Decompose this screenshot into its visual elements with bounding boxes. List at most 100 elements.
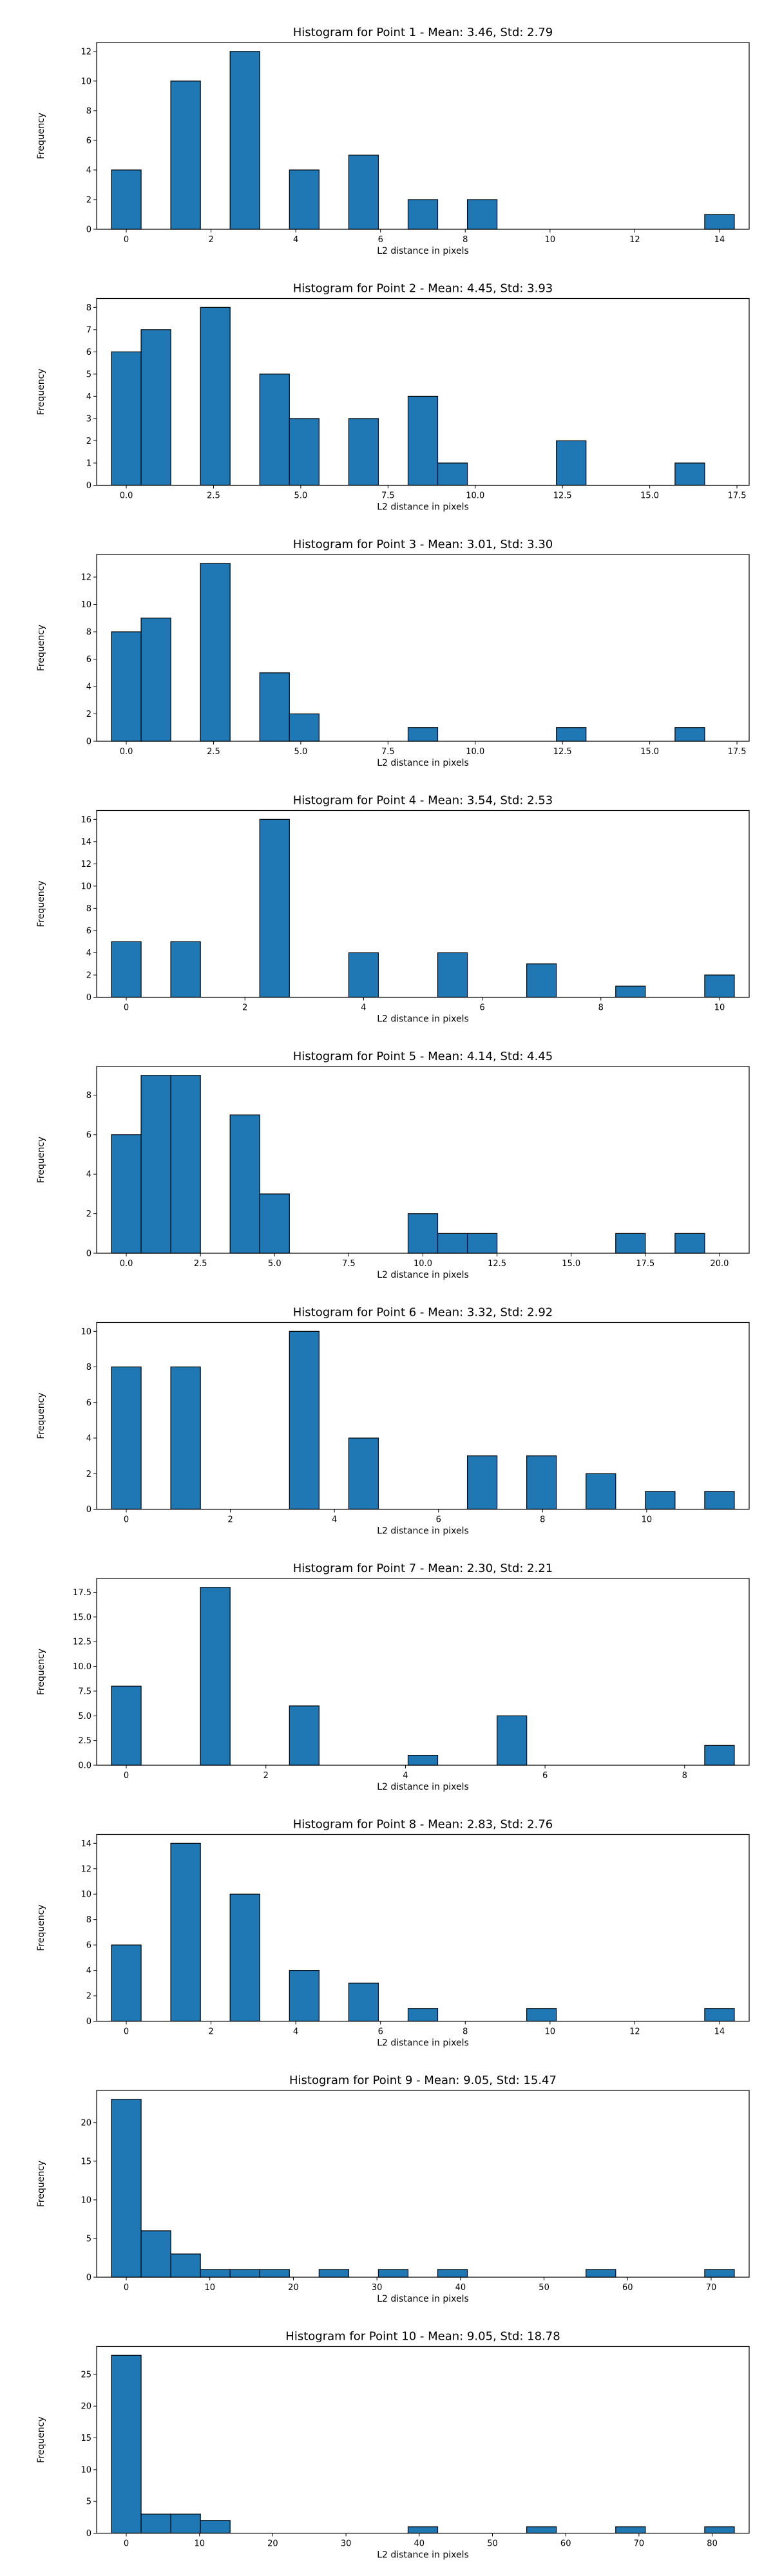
y-tick-label: 15	[81, 2434, 91, 2443]
x-tick-label: 50	[539, 2283, 549, 2293]
y-tick-label: 0	[86, 993, 91, 1003]
y-tick-label: 10	[81, 2195, 91, 2205]
y-tick-label: 14	[81, 837, 91, 847]
x-tick-label: 17.5	[728, 747, 747, 757]
y-tick-label: 10	[81, 600, 91, 610]
histogram-bar	[407, 2008, 439, 2022]
histogram-bar	[111, 631, 142, 742]
x-tick-label: 2.5	[194, 1259, 207, 1269]
plot-frame	[96, 2090, 750, 2278]
x-tick-label: 0	[124, 1771, 129, 1781]
histogram-bar	[140, 2230, 171, 2278]
y-axis-label: Frequency	[36, 368, 46, 415]
chart-title: Histogram for Point 7 - Mean: 2.30, Std:…	[293, 1562, 553, 1575]
y-tick-label: 2	[86, 971, 91, 980]
histogram-bar	[526, 963, 557, 998]
histogram-bar	[526, 1455, 557, 1510]
x-tick-label: 8	[682, 1771, 687, 1781]
x-tick-label: 4	[332, 1515, 337, 1525]
y-tick-label: 2	[86, 195, 91, 205]
histogram-bar	[348, 155, 379, 230]
histogram-bar	[318, 2269, 349, 2278]
x-tick-label: 17.5	[728, 491, 747, 501]
y-tick-label: 4	[86, 683, 91, 692]
histogram-bar	[140, 329, 171, 486]
histogram-bar	[111, 941, 142, 998]
x-tick-label: 6	[378, 235, 383, 245]
x-tick-label: 7.5	[342, 1259, 356, 1269]
histogram-bar	[615, 985, 646, 998]
histogram-bar	[437, 2269, 468, 2278]
histogram-bar	[407, 1755, 439, 1766]
histogram-bar	[289, 1331, 320, 1510]
x-tick-label: 4	[361, 1003, 366, 1013]
histogram-panel-3: Histogram for Point 3 - Mean: 3.01, Std:…	[36, 538, 750, 768]
x-tick-label: 40	[455, 2283, 466, 2293]
y-tick-label: 10	[81, 1327, 91, 1337]
y-tick-label: 8	[86, 1091, 91, 1101]
x-tick-label: 10	[545, 2027, 556, 2037]
histogram-bar	[259, 374, 290, 486]
x-tick-label: 10.0	[414, 1259, 432, 1269]
x-tick-label: 0.0	[120, 491, 133, 501]
y-tick-label: 4	[86, 1966, 91, 1976]
histogram-bar	[140, 2514, 171, 2534]
histogram-bar	[200, 1587, 231, 1766]
histogram-bar	[170, 1366, 201, 1510]
histogram-panel-10: Histogram for Point 10 - Mean: 9.05, Std…	[36, 2330, 750, 2561]
x-tick-label: 60	[622, 2283, 633, 2293]
y-tick-label: 0	[86, 2273, 91, 2283]
y-axis-label: Frequency	[36, 625, 46, 671]
x-tick-label: 0.0	[120, 1259, 133, 1269]
histogram-bar	[407, 2526, 439, 2534]
x-tick-label: 6	[436, 1515, 441, 1525]
x-axis-label: L2 distance in pixels	[377, 2038, 469, 2049]
y-tick-label: 4	[86, 949, 91, 958]
x-tick-label: 15.0	[640, 747, 659, 757]
y-tick-label: 0.0	[78, 1761, 91, 1771]
y-tick-label: 16	[81, 815, 91, 825]
x-tick-label: 12	[629, 235, 640, 245]
histogram-bar	[377, 2269, 409, 2278]
histogram-bar	[170, 1075, 201, 1254]
y-tick-label: 2	[86, 1470, 91, 1479]
histogram-bar	[407, 199, 439, 230]
x-tick-label: 30	[341, 2539, 352, 2549]
plot-frame	[96, 554, 750, 742]
chart-title: Histogram for Point 5 - Mean: 4.14, Std:…	[293, 1050, 553, 1063]
histogram-bar	[259, 819, 290, 998]
histogram-bar	[200, 563, 231, 742]
x-axis-label: L2 distance in pixels	[377, 2550, 469, 2561]
y-tick-label: 6	[86, 1398, 91, 1408]
y-tick-label: 5	[86, 2234, 91, 2244]
x-tick-label: 0	[124, 2539, 129, 2549]
x-tick-label: 0.0	[120, 747, 133, 757]
y-tick-label: 12	[81, 860, 91, 869]
y-tick-label: 6	[86, 348, 91, 357]
histogram-bar	[140, 618, 171, 742]
x-tick-label: 10.0	[466, 747, 484, 757]
x-tick-label: 10	[545, 235, 556, 245]
y-axis-label: Frequency	[36, 2416, 46, 2463]
histogram-bar	[526, 2008, 557, 2022]
x-tick-label: 17.5	[636, 1259, 654, 1269]
x-tick-label: 2.5	[207, 747, 220, 757]
chart-title: Histogram for Point 10 - Mean: 9.05, Std…	[285, 2330, 560, 2344]
histogram-bar	[200, 307, 231, 486]
y-tick-label: 12.5	[73, 1638, 91, 1647]
x-axis-label: L2 distance in pixels	[377, 502, 469, 513]
y-tick-label: 0	[86, 481, 91, 491]
histogram-panel-8: Histogram for Point 8 - Mean: 2.83, Std:…	[36, 1818, 750, 2049]
y-axis-label: Frequency	[36, 880, 46, 927]
histogram-panel-4: Histogram for Point 4 - Mean: 3.54, Std:…	[36, 794, 750, 1025]
histogram-panel-7: Histogram for Point 7 - Mean: 2.30, Std:…	[36, 1562, 750, 1792]
y-axis-label: Frequency	[36, 1904, 46, 1951]
plot-frame	[96, 1578, 750, 1766]
y-tick-label: 12	[81, 47, 91, 57]
histogram-bar	[170, 2253, 201, 2278]
x-tick-label: 7.5	[381, 747, 395, 757]
histogram-bar	[586, 2269, 616, 2278]
x-tick-label: 14	[714, 2027, 725, 2037]
y-tick-label: 0	[86, 2017, 91, 2027]
